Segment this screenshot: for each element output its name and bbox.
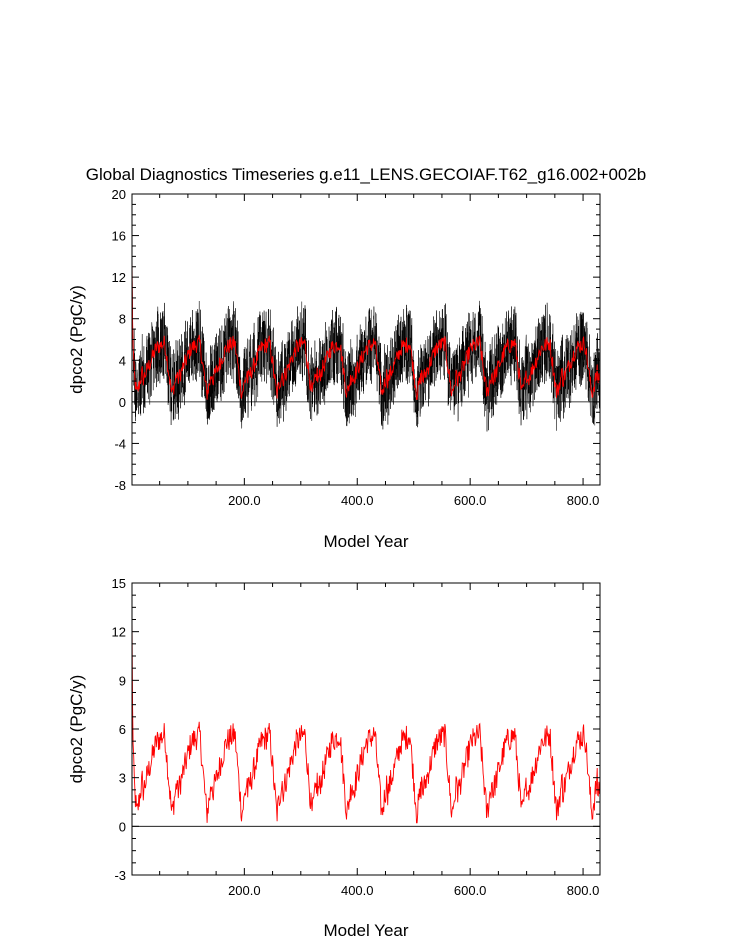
y-tick-label: 8 [119,312,126,327]
y-tick-label: -8 [114,478,126,493]
bottom-plot-frame [131,582,601,876]
y-tick-label: 4 [119,353,126,368]
y-tick-label: 6 [119,722,126,737]
y-tick-label: 9 [119,673,126,688]
y-tick-label: 12 [112,270,126,285]
top-y-axis-label: dpco2 (PgC/y) [67,285,86,394]
y-tick-label: 12 [112,625,126,640]
y-tick-label: 16 [112,229,126,244]
x-tick-label: 200.0 [228,883,261,898]
top-panel: -8 -4 0 4 8 12 16 20 200.0 400.0 600.0 800.0 Model … [67,187,601,551]
y-tick-label: 15 [112,576,126,591]
y-tick-label: 0 [119,819,126,834]
series-annual-mean-line [131,256,601,401]
chart-title: Global Diagnostics Timeseries g.e11_LENS… [86,165,647,184]
y-tick-label: 3 [119,771,126,786]
x-tick-label: 400.0 [341,493,374,508]
x-tick-label: 200.0 [228,493,261,508]
y-tick-label: -3 [114,868,126,883]
x-tick-label: 800.0 [567,493,600,508]
bottom-y-axis-label: dpco2 (PgC/y) [67,675,86,784]
series-annual-mean-line [131,615,601,824]
top-x-axis-label: Model Year [323,532,408,551]
x-tick-label: 600.0 [454,883,487,898]
series-monthly-line [131,273,601,432]
y-tick-label: 0 [119,395,126,410]
y-tick-label: -4 [114,436,126,451]
x-tick-label: 800.0 [567,883,600,898]
bottom-panel: -3 0 3 6 9 12 15 200.0 400.0 600.0 800.0 Model Yea… [67,576,601,940]
bottom-x-axis-label: Model Year [323,921,408,940]
x-tick-label: 600.0 [454,493,487,508]
y-tick-label: 20 [112,187,126,202]
x-tick-label: 400.0 [341,883,374,898]
